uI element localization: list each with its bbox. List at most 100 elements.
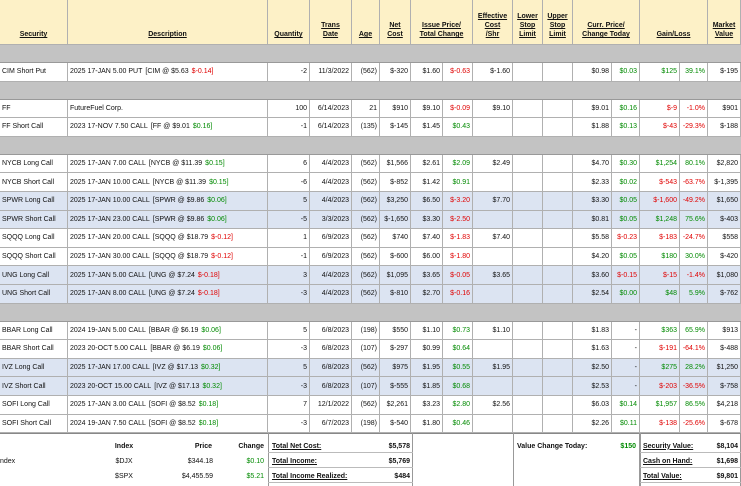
description: 2023 17-NOV 7.50 CALL [70,123,148,131]
empty-cell [543,210,573,230]
description-cell: 2025 17-JAN 10.00 CALL [NYCB @ $11.39 $0.1… [68,173,268,192]
effective-cost: $-1.60 [473,63,513,82]
index-header: Index [114,442,134,450]
market-value: $4,218 [708,396,741,415]
trans-date: 4/4/2023 [310,154,352,174]
underlying-change: $0.06] [202,345,223,353]
column-header: Description [68,0,268,45]
issue-price: $2.70 [411,285,443,304]
change-today: $0.14 [612,396,640,415]
age: (562) [352,266,380,285]
curr-price: $3.30 [573,192,612,211]
net-cost: $550 [380,321,411,341]
gain-pct: -25.6% [680,414,708,434]
group-separator [0,303,741,322]
security: SPWR Short Call [0,210,68,230]
underlying-change: $0.06] [201,326,221,334]
gain-pct: 65.9% [680,321,708,341]
empty-cell [513,154,543,174]
column-header: Market Value [708,0,741,45]
total-change: $0.64 [443,340,473,359]
issue-price: $7.40 [411,229,443,248]
quantity: 1 [268,229,310,248]
change-today: $-0.15 [612,266,640,285]
underlying-change: $0.15] [209,178,229,186]
account-label: Total Value: [643,472,682,480]
trans-date: 11/3/2022 [310,63,352,82]
header-line: Net [389,22,401,29]
description: FutureFuel Corp. [70,104,123,112]
empty-cell [513,340,543,359]
gain: $-203 [640,377,680,396]
issue-price: $6.00 [411,247,443,267]
group-separator [0,45,741,63]
value-change-box [513,433,640,486]
age: (198) [352,414,380,434]
empty-cell [543,63,573,82]
curr-price: $2.26 [573,414,612,434]
gain: $1,248 [640,210,680,230]
empty-cell [513,229,543,248]
header-line: Limit [519,31,536,38]
empty-cell [473,340,513,359]
total-change: $0.91 [443,173,473,192]
description-cell: 2023 20-OCT 5.00 CALL [BBAR @ $6.19 $0.06] [68,340,268,359]
empty-cell [543,247,573,267]
gain: $1,957 [640,396,680,415]
total-change: $0.46 [443,414,473,434]
underlying-quote: [IVZ @ $17.13 [152,364,199,372]
empty-cell [473,247,513,267]
change-today: $0.11 [612,414,640,434]
total-change: $0.55 [443,358,473,378]
change-today: $0.05 [612,210,640,230]
security: CIM Short Put [0,63,68,82]
security: BBAR Long Call [0,321,68,341]
quantity: 5 [268,192,310,211]
security: SQQQ Short Call [0,247,68,267]
issue-price: $3.65 [411,266,443,285]
curr-price: $2.50 [573,358,612,378]
net-cost: $1,566 [380,154,411,174]
trans-date: 6/8/2023 [310,340,352,359]
gain: $-191 [640,340,680,359]
underlying-quote: [SQQQ @ $18.79 [152,253,209,261]
market-value: $-678 [708,414,741,434]
column-header: Curr. Price/Change Today [573,0,640,45]
security: BBAR Short Call [0,340,68,359]
row-label: ndex [0,457,16,465]
gain: $180 [640,247,680,267]
column-header: Effective Cost/Shr [473,0,513,45]
total-label: Total Income: [272,457,317,465]
gain: $-138 [640,414,680,434]
column-header: Age [352,0,380,45]
trans-date: 6/8/2023 [310,358,352,378]
empty-cell [543,377,573,396]
empty-cell [543,229,573,248]
change-today: $0.16 [612,99,640,119]
security: NYCB Long Call [0,154,68,174]
trans-date: 4/4/2023 [310,173,352,192]
net-cost: $1,095 [380,266,411,285]
change-today: $0.30 [612,154,640,174]
issue-price: $3.23 [411,396,443,415]
issue-price: $3.30 [411,210,443,230]
change-today: $0.02 [612,173,640,192]
underlying-quote: [FF @ $9.01 [150,123,190,131]
security: SOFI Long Call [0,396,68,415]
value-change-value: $150 [620,442,636,450]
description: 2025 17-JAN 30.00 CALL [70,253,150,261]
underlying-quote: [UNG @ $7.24 [148,290,195,298]
curr-price: $2.33 [573,173,612,192]
empty-cell [543,99,573,119]
empty-cell [513,247,543,267]
header-line: Stop [519,22,536,29]
underlying-change: $0.32] [202,382,222,390]
empty-cell [513,358,543,378]
underlying-change: $-0.18] [197,290,220,298]
total-change: $-0.09 [443,99,473,119]
underlying-change: $0.06] [207,197,227,205]
trans-date: 4/4/2023 [310,285,352,304]
age: (107) [352,340,380,359]
value-change-label: Value Change Today: [517,442,588,450]
description-cell: 2025 17-JAN 20.00 CALL [SQQQ @ $18.79 $-0.… [68,229,268,248]
